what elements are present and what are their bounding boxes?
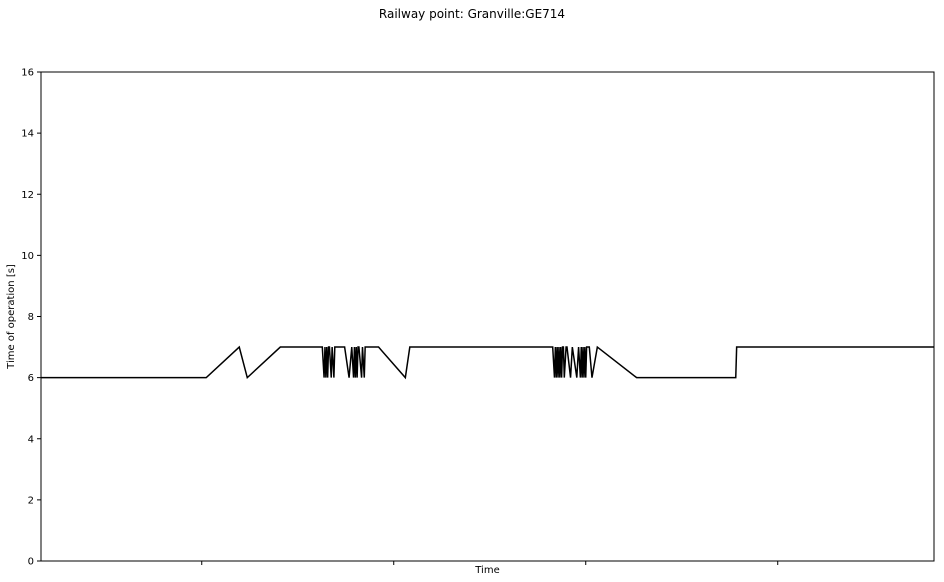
x-axis [201, 561, 779, 565]
y-axis: 0 2 4 6 8 10 12 14 16 [21, 68, 41, 568]
y-tick-label: 12 [21, 190, 34, 201]
y-tick-label: 4 [28, 434, 34, 445]
plot-area [41, 345, 934, 380]
y-tick-label: 8 [28, 312, 34, 323]
y-tick-label: 6 [28, 373, 34, 384]
y-tick-label: 16 [21, 68, 34, 79]
chart-title: Railway point: Granville:GE714 [379, 7, 565, 21]
plot-frame [40, 71, 935, 562]
y-tick-label: 14 [21, 129, 34, 140]
y-tick-label: 2 [28, 495, 34, 506]
y-tick-label: 0 [28, 557, 34, 568]
x-axis-label: Time [474, 565, 499, 576]
y-axis-label: Time of operation [s] [6, 264, 17, 370]
series-line [41, 345, 934, 380]
y-tick-label: 10 [21, 251, 34, 262]
